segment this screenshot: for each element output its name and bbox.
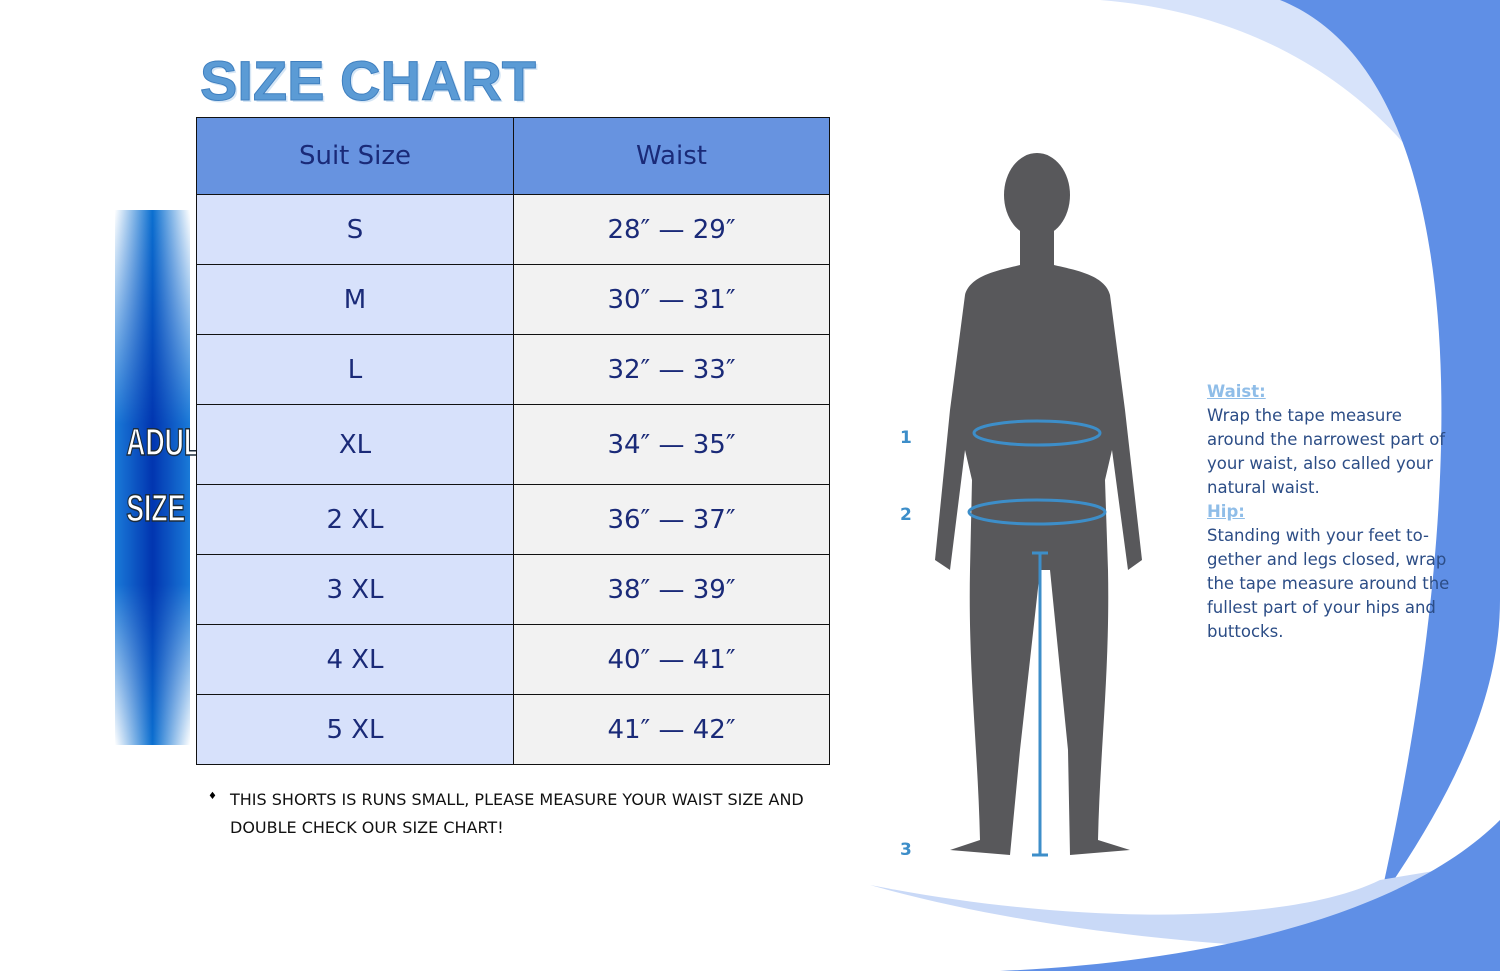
sizing-note: THIS SHORTS IS RUNS SMALL, PLEASE MEASUR… <box>230 790 804 837</box>
table-row: M 30″ — 31″ <box>196 264 830 335</box>
table-header: Suit Size Waist <box>196 117 830 195</box>
side-label-adult: ADULT <box>126 421 215 465</box>
size-cell: 2 XL <box>196 484 514 555</box>
size-cell: 3 XL <box>196 554 514 625</box>
waist-cell: 41″ — 42″ <box>513 694 830 765</box>
waist-cell: 40″ — 41″ <box>513 624 830 695</box>
body-silhouette <box>935 153 1142 857</box>
waist-cell: 38″ — 39″ <box>513 554 830 625</box>
size-cell: M <box>196 264 514 335</box>
measurement-instructions: Waist: Wrap the tape measure around the … <box>1207 380 1457 644</box>
table-row: 5 XL 41″ — 42″ <box>196 694 830 765</box>
waist-heading: Waist: <box>1207 382 1266 401</box>
waist-cell: 32″ — 33″ <box>513 334 830 405</box>
waist-cell: 36″ — 37″ <box>513 484 830 555</box>
diamond-bullet-icon: ♦ <box>208 791 217 802</box>
table-row: 3 XL 38″ — 39″ <box>196 554 830 625</box>
waist-cell: 34″ — 35″ <box>513 404 830 485</box>
size-cell: 5 XL <box>196 694 514 765</box>
table-row: 4 XL 40″ — 41″ <box>196 624 830 695</box>
marker-1: 1 <box>900 428 912 448</box>
size-cell: L <box>196 334 514 405</box>
waist-cell: 30″ — 31″ <box>513 264 830 335</box>
waist-cell: 28″ — 29″ <box>513 194 830 265</box>
size-cell: XL <box>196 404 514 485</box>
table-row: L 32″ — 33″ <box>196 334 830 405</box>
adult-size-banner <box>115 210 190 745</box>
size-cell: 4 XL <box>196 624 514 695</box>
hip-text: Standing with your feet to-gether and le… <box>1207 526 1450 641</box>
marker-3: 3 <box>900 840 912 860</box>
marker-2: 2 <box>900 505 912 525</box>
size-cell: S <box>196 194 514 265</box>
hip-heading: Hip: <box>1207 502 1245 521</box>
header-waist: Waist <box>513 117 830 195</box>
table-row: 2 XL 36″ — 37″ <box>196 484 830 555</box>
waist-text: Wrap the tape measure around the narrowe… <box>1207 406 1446 497</box>
side-label-size: SIZE <box>126 487 186 531</box>
measure-tape-lines <box>967 419 1107 857</box>
header-suit-size: Suit Size <box>196 117 514 195</box>
table-row: XL 34″ — 35″ <box>196 404 830 485</box>
table-row: S 28″ — 29″ <box>196 194 830 265</box>
page-title: SIZE CHART <box>200 49 537 113</box>
